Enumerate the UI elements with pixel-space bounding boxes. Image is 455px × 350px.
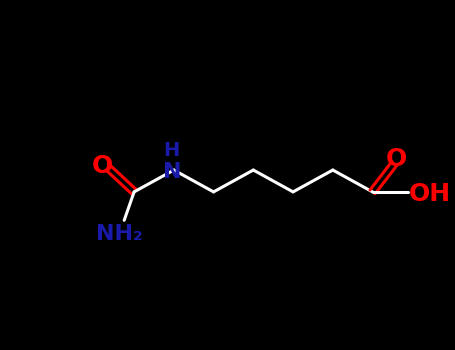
- Text: NH₂: NH₂: [96, 224, 142, 244]
- Text: N: N: [162, 162, 181, 182]
- Text: O: O: [92, 154, 113, 178]
- Text: O: O: [386, 147, 407, 170]
- Text: OH: OH: [409, 182, 451, 206]
- Text: H: H: [164, 141, 180, 160]
